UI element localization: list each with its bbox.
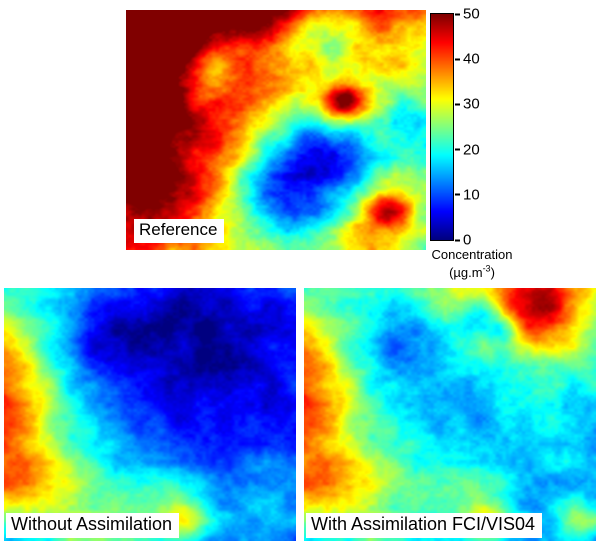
colorbar-title-line1: Concentration	[431, 247, 513, 262]
colorbar-tick: 20	[455, 141, 480, 158]
colorbar-tick-label: 20	[463, 141, 480, 159]
colorbar-ticks: 0 10 20 30 40 50	[455, 6, 499, 249]
without-assimilation-map	[4, 288, 296, 541]
panel-with-assimilation: With Assimilation FCI/VIS04	[304, 288, 596, 541]
colorbar-tick: 10	[455, 186, 480, 203]
with-assimilation-map	[304, 288, 596, 541]
colorbar-tick-mark	[455, 13, 460, 15]
colorbar-tick-label: 40	[463, 50, 480, 68]
panel-without-assimilation: Without Assimilation	[4, 288, 296, 541]
colorbar-tick: 0	[455, 232, 471, 249]
panel-label-without-assimilation: Without Assimilation	[6, 512, 180, 538]
colorbar-tick-mark	[455, 103, 460, 106]
colorbar-title: Concentration (µg.m-3)	[402, 247, 542, 282]
colorbar-units: (µg.m-3)	[449, 263, 495, 281]
colorbar-tick-mark	[455, 148, 460, 151]
panel-reference: Reference	[126, 10, 426, 250]
colorbar-tick-mark	[455, 58, 460, 61]
colorbar-tick-mark	[455, 239, 460, 241]
colorbar-tick-label: 10	[463, 186, 480, 204]
colorbar-tick-label: 0	[463, 231, 472, 249]
reference-map	[126, 10, 426, 250]
colorbar-tick-label: 50	[463, 5, 480, 23]
colorbar-tick: 30	[455, 96, 480, 113]
panel-label-with-assimilation: With Assimilation FCI/VIS04	[306, 512, 543, 538]
colorbar-tick-mark	[455, 193, 460, 196]
colorbar: 0 10 20 30 40 50	[430, 6, 480, 249]
colorbar-tick-label: 30	[463, 95, 480, 113]
panel-label-reference: Reference	[134, 218, 225, 243]
colorbar-tick: 40	[455, 51, 480, 68]
colorbar-tick: 50	[455, 6, 480, 23]
colorbar-gradient	[430, 13, 454, 241]
